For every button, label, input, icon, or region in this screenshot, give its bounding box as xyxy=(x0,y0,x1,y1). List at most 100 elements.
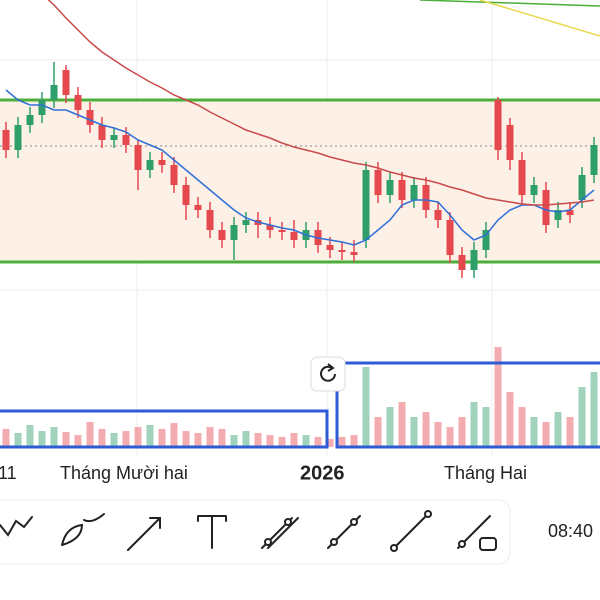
reset-button[interactable] xyxy=(310,356,346,392)
volume-bar xyxy=(218,429,226,447)
candle-body xyxy=(374,170,382,195)
volume-bar xyxy=(170,423,178,447)
volume-bar xyxy=(326,439,334,447)
clock: 08:40 xyxy=(548,521,593,541)
candle-body xyxy=(434,210,442,220)
candle-body xyxy=(170,165,178,185)
candle-body xyxy=(230,225,238,240)
volume-bar xyxy=(362,367,370,447)
volume-bar xyxy=(266,435,274,447)
volume-bar xyxy=(146,425,154,447)
candle-body xyxy=(182,185,190,205)
candle-body xyxy=(470,250,478,270)
candle-body xyxy=(14,125,22,150)
candle-body xyxy=(74,95,82,110)
volume-bar xyxy=(86,422,94,447)
candle-body xyxy=(38,100,46,115)
volume-bar xyxy=(422,412,430,447)
volume-bar xyxy=(242,431,250,447)
volume-bar xyxy=(482,407,490,447)
tool-icon[interactable] xyxy=(197,515,227,549)
candle-body xyxy=(266,225,274,230)
volume-bar xyxy=(434,422,442,447)
candle-body xyxy=(290,232,298,240)
volume-bar xyxy=(590,372,598,447)
x-axis-label: Tháng Hai xyxy=(444,463,527,483)
volume-bar xyxy=(194,433,202,447)
candle-body xyxy=(50,85,58,100)
x-axis-label: 2026 xyxy=(300,462,345,484)
moving-average xyxy=(47,0,595,206)
volume-bar xyxy=(386,407,394,447)
volume-bar xyxy=(230,435,238,447)
tool-icon[interactable] xyxy=(127,517,161,551)
volume-bar xyxy=(26,425,34,447)
volume-bar xyxy=(98,429,106,447)
volume-bar xyxy=(158,429,166,447)
candle-body xyxy=(338,250,346,252)
volume-bar xyxy=(566,417,574,447)
candle-body xyxy=(62,70,70,95)
x-axis-label: 11 xyxy=(0,463,17,483)
volume-bar xyxy=(554,412,562,447)
candle-body xyxy=(86,110,94,125)
tool-icon[interactable] xyxy=(61,513,105,546)
candle-body xyxy=(134,145,142,170)
candle-body xyxy=(218,230,226,240)
volume-bar xyxy=(410,417,418,447)
volume-bar xyxy=(278,437,286,447)
volume-bar xyxy=(470,402,478,447)
volume-bar xyxy=(338,437,346,447)
volume-bar xyxy=(182,431,190,447)
x-axis-label: Tháng Mười hai xyxy=(60,463,188,483)
volume-bar xyxy=(302,435,310,447)
volume-bar xyxy=(122,431,130,447)
candle-body xyxy=(194,205,202,210)
candle-body xyxy=(206,210,214,230)
candle-body xyxy=(98,125,106,140)
candle-body xyxy=(482,230,490,250)
candle-body xyxy=(518,160,526,195)
candle-body xyxy=(542,190,550,225)
volume-bar xyxy=(38,431,46,447)
candle-body xyxy=(398,180,406,200)
candle-body xyxy=(578,175,586,200)
candle-body xyxy=(350,252,358,255)
candle-body xyxy=(554,210,562,220)
toolbar: 08:40 xyxy=(0,499,593,565)
selection-box xyxy=(0,409,329,449)
volume-bar xyxy=(494,347,502,447)
tool-icon[interactable] xyxy=(393,513,429,549)
candle-body xyxy=(146,160,154,170)
candle-body xyxy=(494,100,502,150)
volume-bar xyxy=(2,429,10,447)
volume-bar xyxy=(14,433,22,447)
candle-body xyxy=(590,145,598,175)
volume-bar xyxy=(62,432,70,447)
volume-bar xyxy=(398,402,406,447)
candle-body xyxy=(362,170,370,240)
candle-body xyxy=(2,130,10,150)
volume-bar xyxy=(506,392,514,447)
volume-bar xyxy=(50,427,58,447)
candle-body xyxy=(410,185,418,200)
candle-body xyxy=(386,180,394,195)
candle-body xyxy=(278,230,286,232)
candle-body xyxy=(530,185,538,195)
long-ma xyxy=(419,0,600,7)
candle-body xyxy=(422,185,430,210)
volume-bar xyxy=(458,417,466,447)
volume-bar xyxy=(578,387,586,447)
candle-body xyxy=(458,255,466,270)
candle-body xyxy=(566,210,574,215)
tool-icon[interactable] xyxy=(0,516,33,537)
candle-body xyxy=(242,220,250,225)
moving-average xyxy=(5,89,595,246)
volume-bar xyxy=(518,407,526,447)
volume-bar xyxy=(314,437,322,447)
volume-bar xyxy=(290,433,298,447)
volume-bar xyxy=(134,427,142,447)
volume-bar xyxy=(530,417,538,447)
candle-body xyxy=(446,220,454,255)
